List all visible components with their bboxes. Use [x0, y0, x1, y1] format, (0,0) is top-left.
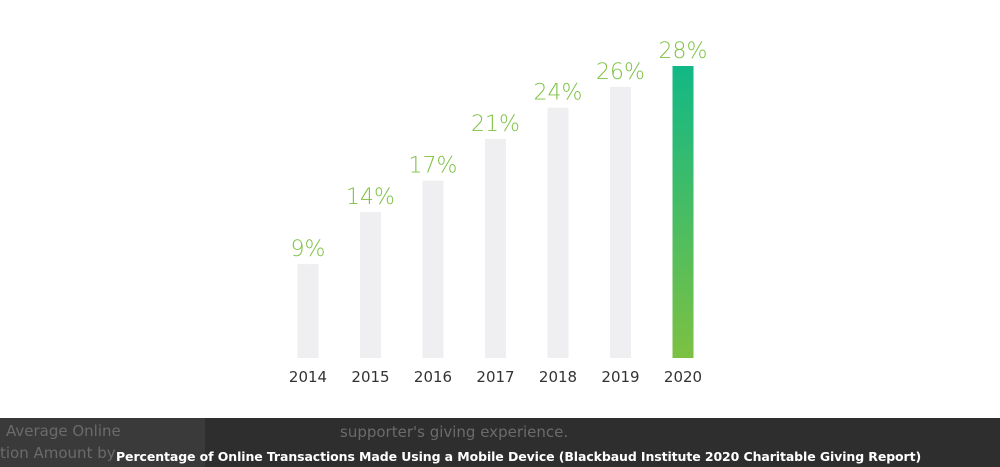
value-label-2018: 24% [534, 81, 583, 106]
bar-chart: 9% 14% 17% 21% 24% 26% 28% 2014 2015 2016 2017 201… [289, 39, 708, 386]
bar-2017 [485, 139, 506, 358]
x-tick-2020: 2020 [664, 368, 702, 386]
bar-2015 [360, 212, 381, 358]
background-text-1: Average Online [6, 422, 121, 440]
chart-svg: 9%14%17%21%24%26%28% 2014 2015 2016 2017 201… [289, 39, 708, 386]
value-label-2017: 21% [471, 112, 520, 137]
image-caption: Percentage of Online Transactions Made U… [116, 449, 922, 464]
caption-left-panel [0, 418, 205, 467]
background-text-3: supporter's giving experience. [340, 423, 569, 441]
x-tick-2018: 2018 [539, 368, 577, 386]
value-label-2016: 17% [409, 154, 458, 179]
bar-2014 [297, 264, 319, 358]
bar-2020 [672, 66, 694, 358]
x-tick-2014: 2014 [289, 368, 327, 386]
bar-2018 [547, 107, 569, 358]
background-text-2: tion Amount by [0, 444, 116, 462]
value-label-2020: 28% [659, 39, 708, 64]
x-axis-tick-labels: 2014 2015 2016 2017 2018 2019 2020 [289, 368, 702, 386]
bar-2019 [610, 86, 631, 358]
x-tick-2015: 2015 [351, 368, 389, 386]
bars-layer [297, 66, 694, 358]
bar-2016 [422, 180, 444, 358]
value-label-2019: 26% [596, 60, 645, 85]
value-labels-layer: 9% 14% 17% 21% 24% 26% 28% [291, 39, 708, 262]
x-tick-2016: 2016 [414, 368, 452, 386]
x-tick-2019: 2019 [601, 368, 639, 386]
value-label-2015: 14% [346, 185, 395, 210]
caption-bar: Average Online tion Amount by supporter'… [0, 418, 1000, 467]
x-tick-2017: 2017 [476, 368, 514, 386]
value-label-2014: 9% [291, 237, 326, 262]
